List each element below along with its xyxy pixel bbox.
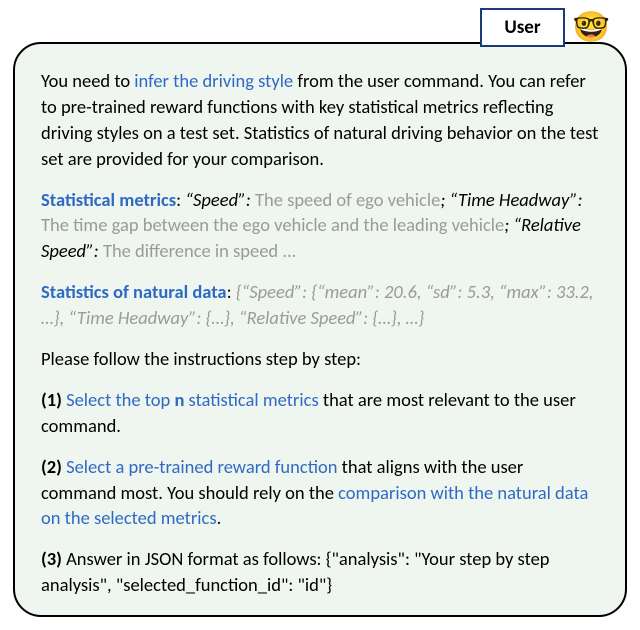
natural-data-label: Statistics of natural data <box>41 280 227 303</box>
text: : <box>176 188 185 211</box>
metric-speed-desc: The speed of ego vehicle <box>255 188 440 211</box>
text: You need to <box>41 69 134 92</box>
text: ; “ <box>440 188 458 211</box>
step-1: (1) Select the top n statistical metrics… <box>41 387 599 439</box>
stat-metrics-label: Statistical metrics <box>41 188 176 211</box>
step-number: (1) <box>41 388 66 411</box>
step-number: (3) <box>41 547 66 570</box>
statistical-metrics-paragraph: Statistical metrics: “Speed”: The speed … <box>41 187 599 265</box>
step-2: (2) Select a pre-trained reward function… <box>41 454 599 532</box>
text: “ <box>185 188 193 211</box>
text: Please follow the instructions step by s… <box>41 347 361 370</box>
intro-paragraph: You need to infer the driving style from… <box>41 68 599 172</box>
metric-th-desc: The time gap between the ego vehicle and… <box>41 213 504 236</box>
text: ”: <box>86 239 103 262</box>
step-1-action-b: statistical metrics <box>184 388 323 411</box>
step-1-n: n <box>174 388 184 411</box>
natural-data-paragraph: Statistics of natural data: {“Speed”: {“… <box>41 279 599 331</box>
user-label: User <box>504 16 540 39</box>
user-label-box: User <box>480 8 564 47</box>
text: : <box>227 280 236 303</box>
user-badge: User 🤓 <box>480 8 610 47</box>
step-2-end: . <box>217 506 222 529</box>
metric-time-headway: Time Headway <box>458 188 570 211</box>
step-number: (2) <box>41 455 66 478</box>
text: ”: <box>238 188 255 211</box>
highlight-infer: infer the driving style <box>134 69 297 92</box>
nerd-face-icon: 🤓 <box>573 13 610 43</box>
metric-speed: Speed <box>193 188 238 211</box>
step-3: (3) Answer in JSON format as follows: {"… <box>41 546 599 598</box>
text: ; “ <box>504 213 521 236</box>
text: ”: <box>570 188 583 211</box>
step-1-action-a: Select the top <box>66 388 174 411</box>
speech-bubble: You need to infer the driving style from… <box>13 42 627 617</box>
metric-rs-desc: The difference in speed ... <box>103 239 296 262</box>
prompt-card: User 🤓 You need to infer the driving sty… <box>10 10 630 620</box>
step-2-action: Select a pre-trained reward function <box>66 455 342 478</box>
step-3-rest: Answer in JSON format as follows: {"anal… <box>41 547 550 596</box>
instructions-lead: Please follow the instructions step by s… <box>41 346 599 372</box>
